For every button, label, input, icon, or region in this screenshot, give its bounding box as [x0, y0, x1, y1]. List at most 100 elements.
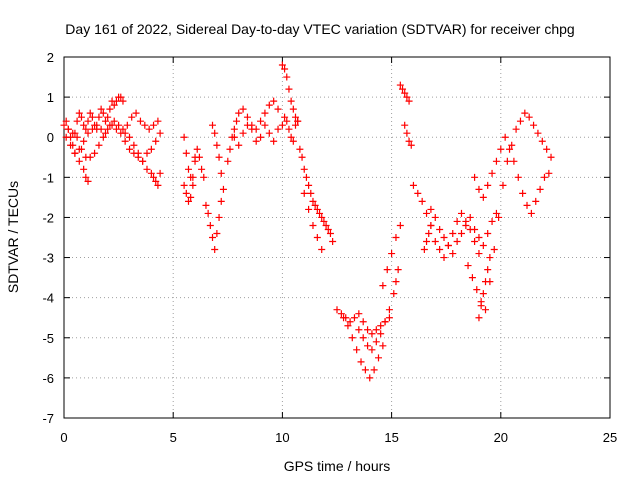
data-point	[508, 141, 516, 149]
data-point	[475, 314, 483, 322]
data-point	[361, 366, 369, 374]
data-point	[156, 169, 164, 177]
data-point	[108, 121, 116, 129]
data-point	[311, 201, 319, 209]
data-point	[219, 185, 227, 193]
data-point	[453, 238, 461, 246]
data-point	[488, 169, 496, 177]
data-point	[466, 213, 474, 221]
data-point	[427, 221, 435, 229]
y-tick-label: 0	[47, 130, 54, 145]
data-point	[252, 137, 260, 145]
data-point	[88, 113, 96, 121]
data-point	[115, 121, 123, 129]
data-point	[281, 113, 289, 121]
data-point	[147, 169, 155, 177]
data-point	[348, 334, 356, 342]
data-point	[492, 209, 500, 217]
data-point	[95, 113, 103, 121]
data-point	[355, 326, 363, 334]
data-point	[298, 153, 306, 161]
data-point	[99, 133, 107, 141]
data-point	[482, 306, 490, 314]
data-point	[337, 310, 345, 318]
data-point	[394, 266, 402, 274]
data-point	[145, 125, 153, 133]
data-point	[292, 121, 300, 129]
y-tick-label: -5	[42, 331, 54, 346]
data-point	[379, 342, 387, 350]
data-point	[211, 129, 219, 137]
data-point	[300, 189, 308, 197]
x-tick-label: 25	[603, 430, 617, 445]
data-point	[217, 169, 225, 177]
data-point	[187, 193, 195, 201]
data-point	[499, 181, 507, 189]
data-point	[534, 129, 542, 137]
data-point	[490, 246, 498, 254]
data-point	[370, 366, 378, 374]
data-point	[318, 246, 326, 254]
data-point	[123, 121, 131, 129]
data-point	[418, 197, 426, 205]
data-point	[235, 109, 243, 117]
y-tick-label: -3	[42, 251, 54, 266]
data-point	[543, 145, 551, 153]
data-point	[540, 173, 548, 181]
data-point	[143, 165, 151, 173]
data-point	[503, 157, 511, 165]
data-point	[506, 145, 514, 153]
data-point	[292, 113, 300, 121]
data-point	[289, 137, 297, 145]
data-point	[130, 141, 138, 149]
data-point	[104, 113, 112, 121]
data-point	[512, 125, 520, 133]
data-point	[147, 145, 155, 153]
data-point	[261, 109, 269, 117]
data-point	[152, 137, 160, 145]
data-point	[239, 129, 247, 137]
data-point	[340, 314, 348, 322]
data-point	[62, 117, 70, 125]
data-point	[396, 221, 404, 229]
data-point	[204, 209, 212, 217]
data-point	[274, 105, 282, 113]
data-point	[405, 137, 413, 145]
data-point	[226, 145, 234, 153]
data-point	[82, 125, 90, 133]
x-tick-label: 20	[494, 430, 508, 445]
data-point	[329, 238, 337, 246]
data-point	[289, 105, 297, 113]
data-point	[530, 121, 538, 129]
data-point	[261, 121, 269, 129]
data-point	[191, 153, 199, 161]
data-point	[440, 234, 448, 241]
data-point	[405, 97, 413, 105]
data-point	[309, 221, 317, 229]
data-point	[409, 181, 417, 189]
data-point	[326, 229, 334, 237]
data-point	[350, 314, 358, 322]
data-point	[119, 97, 127, 105]
data-point	[420, 246, 428, 254]
data-point	[344, 322, 352, 330]
x-tick-label: 15	[384, 430, 398, 445]
data-point	[84, 177, 92, 185]
data-point	[248, 125, 256, 133]
data-point	[492, 157, 500, 165]
data-point	[143, 149, 151, 157]
data-point	[215, 213, 223, 221]
data-point	[287, 97, 295, 105]
data-point	[368, 330, 376, 338]
data-point	[475, 250, 483, 258]
data-point	[431, 238, 439, 246]
data-point	[305, 205, 313, 213]
y-tick-label: -4	[42, 291, 54, 306]
data-point	[475, 234, 483, 241]
data-point	[538, 137, 546, 145]
data-point	[184, 165, 192, 173]
data-point	[285, 85, 293, 93]
data-point	[307, 189, 315, 197]
y-tick-label: -6	[42, 371, 54, 386]
data-point	[359, 318, 367, 326]
